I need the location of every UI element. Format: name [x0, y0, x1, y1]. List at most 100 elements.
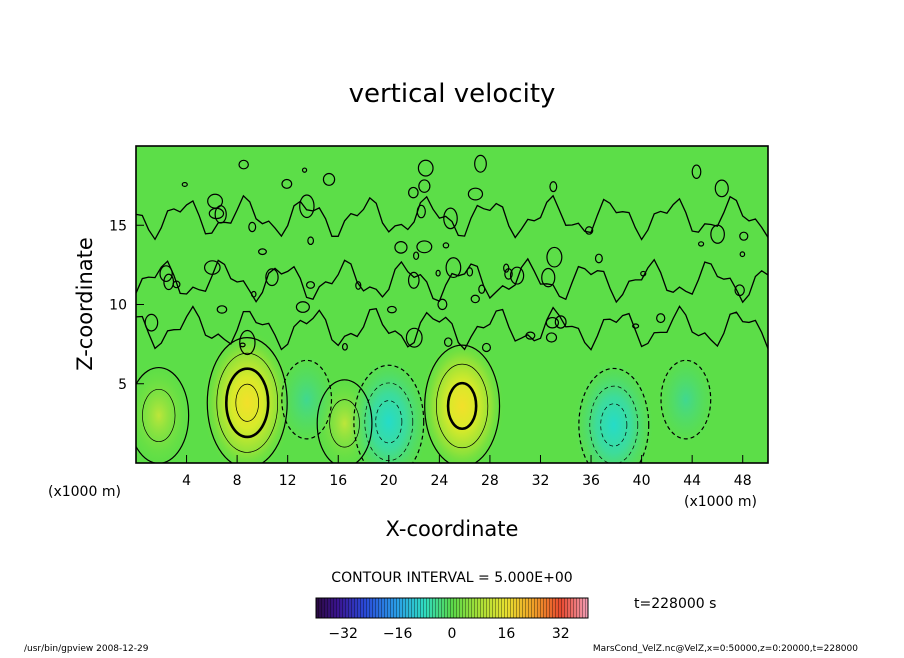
small-contour — [739, 251, 746, 258]
negative-contour — [353, 364, 425, 463]
positive-contour — [225, 367, 270, 439]
chart-title: vertical velocity — [349, 79, 556, 109]
small-contour — [467, 187, 484, 201]
y-tick-label: 15 — [109, 218, 127, 234]
plot-area — [136, 146, 768, 463]
small-contour — [341, 342, 348, 351]
small-contour — [466, 267, 474, 277]
negative-contour — [281, 359, 333, 440]
positive-contour — [316, 379, 373, 463]
small-contour — [443, 207, 458, 230]
colorbar-frame — [315, 597, 589, 619]
negative-contour — [589, 385, 639, 463]
small-contour — [305, 281, 316, 289]
small-contour — [238, 159, 249, 170]
y-tick-label: 10 — [109, 298, 127, 314]
positive-contour — [142, 388, 176, 442]
colorbar-stripes-overlay — [316, 598, 588, 618]
small-contour — [301, 167, 308, 173]
x-tick-label: 12 — [279, 473, 297, 489]
positive-contour — [206, 337, 288, 463]
small-contour — [545, 332, 558, 343]
x-tick-label: 40 — [633, 473, 651, 489]
x-tick-label: 28 — [481, 473, 499, 489]
colorbar-tick-label: 0 — [448, 626, 457, 642]
time-label: t=228000 s — [634, 596, 716, 612]
positive-contour — [329, 399, 360, 448]
small-contour — [594, 253, 603, 264]
small-contour — [416, 240, 433, 254]
small-contour — [265, 268, 279, 287]
small-contour — [408, 186, 419, 199]
small-contour — [405, 327, 423, 348]
updraft-cell — [420, 338, 504, 463]
small-contour — [549, 181, 558, 193]
x-unit-label-left: (x1000 m) — [48, 484, 121, 500]
small-contour — [554, 315, 567, 329]
small-contour — [163, 273, 175, 291]
small-contour — [691, 164, 702, 180]
small-contour — [481, 342, 492, 353]
downdraft-cell — [575, 362, 653, 463]
x-tick-label: 24 — [430, 473, 448, 489]
x-unit-label-right: (x1000 m) — [684, 494, 757, 510]
negative-contour — [660, 359, 712, 440]
y-axis-label: Z-coordinate — [73, 237, 97, 371]
x-tick-label: 8 — [233, 473, 242, 489]
small-contour — [239, 329, 256, 356]
small-contour — [413, 251, 420, 261]
positive-contour — [436, 363, 489, 449]
small-contour — [248, 221, 257, 233]
small-contour — [407, 271, 420, 289]
positive-contour — [446, 381, 478, 431]
negative-contour — [375, 400, 403, 444]
positive-contour — [216, 352, 279, 453]
small-contour — [307, 236, 315, 246]
colorbar-tick-label: 32 — [552, 626, 570, 642]
small-contour — [322, 172, 336, 186]
small-contour — [216, 305, 228, 314]
small-contour — [355, 281, 362, 290]
small-contour — [445, 257, 462, 279]
zero-contour — [136, 257, 768, 304]
small-contour — [159, 265, 173, 283]
small-contour — [739, 231, 749, 241]
x-tick-label: 44 — [683, 473, 701, 489]
negative-contour — [578, 367, 650, 463]
downdraft-cell — [279, 356, 335, 444]
positive-contour — [235, 383, 259, 422]
small-contour — [417, 159, 434, 177]
x-tick-label: 48 — [734, 473, 752, 489]
colorbar-tick-label: 16 — [497, 626, 515, 642]
small-contour — [295, 301, 310, 313]
x-tick-label: 20 — [380, 473, 398, 489]
downdraft-cell — [658, 356, 714, 444]
contour-interval-label: CONTOUR INTERVAL = 5.000E+00 — [331, 570, 572, 586]
x-tick-label: 32 — [532, 473, 550, 489]
negative-contour — [600, 403, 628, 447]
small-contour — [257, 248, 267, 256]
colorbar: −32 −16 0 16 32 — [315, 597, 589, 642]
small-contour — [386, 305, 397, 314]
small-contour — [714, 179, 729, 198]
colorbar-tick-label: −32 — [328, 626, 358, 642]
footer-left: /usr/bin/gpview 2008-12-29 — [24, 644, 149, 654]
small-contour — [541, 267, 556, 288]
colorbar-tick-label: −16 — [383, 626, 413, 642]
small-contour — [437, 298, 448, 311]
small-contour — [281, 178, 293, 189]
x-tick-label: 36 — [582, 473, 600, 489]
small-contour — [181, 181, 188, 187]
x-tick-label: 16 — [329, 473, 347, 489]
small-contour — [470, 294, 480, 304]
footer-right: MarsCond_VelZ.nc@VelZ,x=0:50000,z=0:2000… — [593, 644, 858, 654]
small-contour — [546, 246, 563, 268]
small-contour — [509, 266, 525, 285]
x-tick-label: 4 — [182, 473, 191, 489]
small-contour — [474, 154, 487, 173]
small-contour — [656, 313, 666, 324]
small-contour — [442, 242, 450, 249]
small-contour — [239, 342, 246, 348]
y-tick-label: 5 — [118, 377, 127, 393]
